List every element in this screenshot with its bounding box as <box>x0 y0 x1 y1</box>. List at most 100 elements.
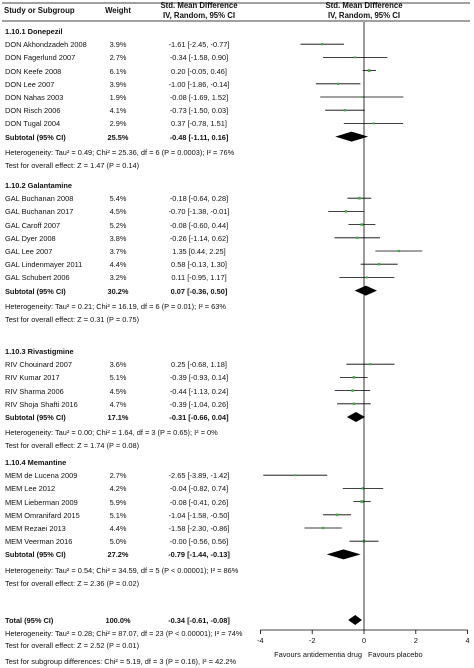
study-marker <box>365 276 368 279</box>
study-ci-text: -0.70 [-1.38, -0.01] <box>168 207 230 217</box>
footer-line-1: Heterogeneity: Tau² = 0.28; Chi² = 87.07… <box>5 629 243 638</box>
study-weight: 2.7% <box>109 471 127 481</box>
group-title: 1.10.4 Memantine <box>5 458 67 467</box>
header-weight: Weight <box>105 6 131 15</box>
subtotal-label: Subtotal (95% CI) <box>5 550 66 560</box>
study-weight: 4.4% <box>109 524 127 533</box>
study-weight: 1.9% <box>109 93 127 102</box>
study-ci-text: 0.25 [-0.68, 1.18] <box>171 360 227 370</box>
study-ci-text: 0.58 [-0.13, 1.30] <box>171 260 227 270</box>
study-name: GAL Buchanan 2017 <box>5 207 74 217</box>
header-smd-subtitle-left: IV, Random, 95% CI <box>162 11 236 20</box>
study-weight: 3.7% <box>109 247 127 256</box>
study-name: MEM Omranifard 2015 <box>5 510 80 520</box>
study-marker <box>294 474 297 477</box>
study-name: DON Akhondzadeh 2008 <box>5 40 87 50</box>
study-ci-text: 0.20 [-0.05, 0.46] <box>171 66 227 76</box>
study-weight: 4.2% <box>109 484 127 494</box>
study-marker <box>343 109 347 112</box>
study-weight: 4.5% <box>109 207 127 217</box>
subtotal-weight: 27.2% <box>107 550 129 560</box>
study-weight: 3.6% <box>109 360 127 370</box>
favours-left-label: Favours antidementia drug <box>274 650 362 659</box>
study-weight: 4.1% <box>109 106 127 116</box>
study-marker <box>367 69 371 73</box>
study-weight: 5.2% <box>109 220 127 230</box>
subtotal-weight: 17.1% <box>107 413 129 422</box>
subtotal-ci-text: -0.48 [-1.11, 0.16] <box>169 132 229 142</box>
study-marker <box>351 389 354 392</box>
study-marker <box>377 262 381 266</box>
study-marker <box>361 487 365 490</box>
study-weight: 5.0% <box>109 537 127 547</box>
study-marker <box>344 210 348 213</box>
subtotal-diamond <box>354 285 377 296</box>
study-marker <box>354 56 357 59</box>
study-ci-text: -0.73 [-1.50, 0.03] <box>169 106 229 116</box>
study-name: MEM Rezaei 2013 <box>5 524 66 533</box>
study-marker <box>321 526 325 530</box>
study-weight: 3.8% <box>109 233 127 243</box>
study-name: GAL Lee 2007 <box>5 247 53 256</box>
study-ci-text: -0.26 [-1.14, 0.62] <box>169 233 229 243</box>
x-tick-label: -2 <box>308 636 316 645</box>
study-ci-text: -1.58 [-2.30, -0.86] <box>168 524 230 533</box>
subtotal-ci-text: -0.79 [-1.44, -0.13] <box>168 550 230 560</box>
study-name: GAL Dyer 2008 <box>5 233 56 243</box>
study-weight: 5.9% <box>109 497 127 507</box>
study-ci-text: -1.04 [-1.58, -0.50] <box>168 510 230 520</box>
study-name: MEM Lieberman 2009 <box>5 497 78 507</box>
subtotal-weight: 30.2% <box>107 286 129 296</box>
study-weight: 4.5% <box>109 386 127 396</box>
total-ci-text: -0.34 [-0.61, -0.08] <box>168 616 230 625</box>
study-marker <box>357 196 361 200</box>
study-weight: 2.9% <box>109 119 127 129</box>
subtotal-label: Subtotal (95% CI) <box>5 413 66 422</box>
subtotal-diamond <box>346 412 366 422</box>
overall-effect-text: Test for overall effect: Z = 1.47 (P = 0… <box>5 161 140 170</box>
study-marker <box>361 96 363 98</box>
study-weight: 3.9% <box>109 79 127 89</box>
group-title: 1.10.3 Rivastigmine <box>5 347 74 356</box>
total-label: Total (95% CI) <box>5 616 54 625</box>
total-diamond <box>348 615 362 625</box>
study-ci-text: -2.65 [-3.89, -1.42] <box>168 471 230 481</box>
study-marker <box>369 363 372 366</box>
subtotal-label: Subtotal (95% CI) <box>5 286 66 296</box>
study-ci-text: -0.44 [-1.13, 0.24] <box>169 386 229 396</box>
study-ci-text: -0.39 [-0.93, 0.14] <box>169 373 229 383</box>
study-marker <box>335 513 339 517</box>
study-weight: 3.9% <box>109 40 127 50</box>
header-smd-title-left: Std. Mean Difference <box>160 1 238 10</box>
study-weight: 6.1% <box>109 66 127 76</box>
x-tick-label: 4 <box>465 636 470 645</box>
study-weight: 4.7% <box>109 399 127 409</box>
study-marker <box>336 82 340 85</box>
study-weight: 5.1% <box>109 510 127 520</box>
study-ci-text: -0.08 [-1.69, 1.52] <box>169 93 229 102</box>
study-ci-text: 1.35 [0.44, 2.25] <box>172 247 226 256</box>
subtotal-label: Subtotal (95% CI) <box>5 132 66 142</box>
study-name: RIV Kumar 2017 <box>5 373 60 383</box>
study-marker <box>360 223 364 226</box>
study-ci-text: -0.39 [-1.04, 0.26] <box>169 399 229 409</box>
study-weight: 4.4% <box>109 260 127 270</box>
subtotal-diamond <box>326 549 361 560</box>
study-weight: 2.7% <box>109 53 127 63</box>
study-name: GAL Schubert 2006 <box>5 273 70 283</box>
study-name: RIV Chouinard 2007 <box>5 360 72 370</box>
study-marker <box>372 122 375 125</box>
footer-line-2: Test for overall effect: Z = 2.52 (P = 0… <box>5 641 140 650</box>
x-tick-label: 0 <box>361 636 367 645</box>
overall-effect-text: Test for overall effect: Z = 0.31 (P = 0… <box>5 315 140 324</box>
study-ci-text: -0.08 [-0.60, 0.44] <box>169 220 229 230</box>
study-name: MEM Lee 2012 <box>5 484 56 494</box>
header-smd-subtitle-right: IV, Random, 95% CI <box>327 11 401 20</box>
heterogeneity-text: Heterogeneity: Tau² = 0.21; Chi² = 16.19… <box>5 301 226 311</box>
study-name: MEM Veerman 2016 <box>5 537 73 547</box>
study-ci-text: -0.00 [-0.56, 0.56] <box>169 537 229 547</box>
study-name: RIV Shoja Shafti 2016 <box>5 399 78 409</box>
study-name: MEM de Lucena 2009 <box>5 471 78 481</box>
total-weight: 100.0% <box>105 616 131 625</box>
